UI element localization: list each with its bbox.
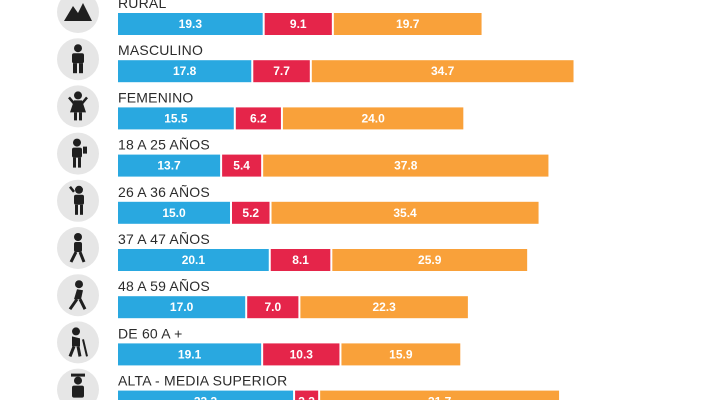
- mountain-icon: [57, 0, 99, 33]
- bar-segment-2: [270, 249, 331, 271]
- bar-segment-1: [118, 154, 221, 177]
- bar-segment-3: [282, 107, 464, 130]
- data-label: 7.0: [264, 300, 281, 314]
- bar-segment-2: [232, 201, 270, 224]
- category-label: MASCULINO: [118, 42, 203, 58]
- data-label: 22.3: [372, 300, 396, 314]
- adult-phone-icon: [57, 179, 99, 222]
- data-label: 19.7: [396, 17, 420, 31]
- data-label: 15.5: [164, 111, 188, 125]
- bar-segment-2: [264, 13, 332, 35]
- person-hat-icon: [57, 368, 99, 400]
- category-label: 37 A 47 AÑOS: [118, 231, 210, 247]
- data-label: 23.3: [194, 395, 218, 400]
- data-label: 10.3: [290, 347, 314, 361]
- category-label: 18 A 25 AÑOS: [118, 137, 210, 153]
- bar-segment-3: [320, 390, 560, 400]
- data-label: 35.4: [393, 206, 417, 220]
- category-label: FEMENINO: [118, 89, 194, 105]
- young-person-icon: [57, 132, 99, 175]
- bar-segment-2: [253, 60, 310, 83]
- bar-segment-1: [118, 343, 262, 366]
- data-label: 15.0: [162, 206, 186, 220]
- data-label: 15.9: [389, 347, 413, 361]
- man-icon: [57, 38, 99, 81]
- data-label: 19.3: [179, 17, 203, 31]
- category-label: 26 A 36 AÑOS: [118, 184, 210, 200]
- data-label: 7.7: [273, 64, 290, 78]
- woman-icon: [57, 85, 99, 128]
- bar-segment-1: [118, 107, 234, 130]
- data-label: 17.8: [173, 64, 197, 78]
- data-label: 25.9: [418, 253, 442, 267]
- data-label: 31.7: [428, 395, 452, 400]
- data-label: 13.7: [157, 159, 181, 173]
- bar-segment-1: [118, 390, 294, 400]
- data-label: 24.0: [361, 111, 385, 125]
- bar-segment-2: [263, 343, 340, 366]
- hiker-icon: [57, 274, 99, 317]
- bar-segment-1: [118, 201, 230, 224]
- data-label: 17.0: [170, 300, 194, 314]
- bar-segment-2: [235, 107, 281, 130]
- data-label: 8.1: [292, 253, 309, 267]
- bar-segment-3: [300, 296, 468, 319]
- bar-segment-3: [333, 13, 482, 35]
- data-label: 9.1: [290, 17, 307, 31]
- data-label: 5.4: [233, 159, 250, 173]
- bar-segment-3: [263, 154, 549, 177]
- bar-segment-3: [341, 343, 461, 366]
- data-label: 5.2: [242, 206, 259, 220]
- category-label: 48 A 59 AÑOS: [118, 278, 210, 294]
- bar-segment-2: [222, 154, 262, 177]
- data-label: 34.7: [431, 64, 455, 78]
- bar-segment-2: [295, 390, 319, 400]
- category-label: ALTA - MEDIA SUPERIOR: [118, 373, 287, 389]
- walking-person-icon: [57, 227, 99, 269]
- data-label: 3.3: [298, 395, 315, 400]
- data-label: 37.8: [394, 159, 418, 173]
- bar-segment-1: [118, 249, 269, 271]
- category-label: RURAL: [118, 0, 166, 11]
- bar-segment-3: [271, 201, 539, 224]
- data-label: 19.1: [178, 347, 202, 361]
- data-label: 20.1: [182, 253, 206, 267]
- data-label: 6.2: [250, 111, 267, 125]
- bar-segment-2: [247, 296, 299, 319]
- bar-segment-1: [118, 13, 263, 35]
- bar-segment-3: [311, 60, 574, 83]
- bar-segment-1: [118, 296, 246, 319]
- bar-segment-3: [332, 249, 528, 271]
- bar-segment-1: [118, 60, 252, 83]
- category-label: DE 60 A +: [118, 325, 182, 341]
- elderly-person-icon: [57, 321, 99, 364]
